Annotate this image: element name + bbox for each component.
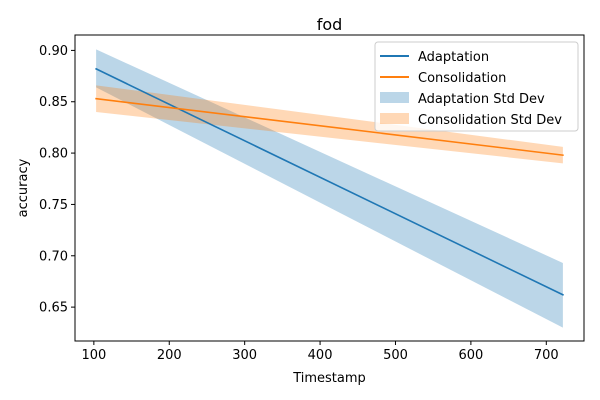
x-tick-label: 700: [534, 348, 559, 363]
band-adaptation-std-dev: [96, 49, 563, 328]
x-tick-label: 100: [81, 348, 106, 363]
legend-label-adaptation: Adaptation: [418, 50, 489, 65]
legend-frame: [374, 41, 579, 132]
chart-title: fod: [317, 15, 343, 34]
legend-label-consolidation-std-dev: Consolidation Std Dev: [418, 113, 562, 128]
lines-layer: [95, 67, 564, 296]
legend-label-adaptation-std-dev: Adaptation Std Dev: [418, 92, 545, 107]
y-axis-label: accuracy: [16, 158, 31, 217]
plot-area: [95, 49, 564, 328]
band-consolidation-std-dev: [96, 85, 563, 164]
y-tick-label: 0.90: [39, 44, 68, 59]
y-tick-label: 0.80: [39, 147, 68, 162]
x-tick-label: 400: [308, 348, 333, 363]
axes-frame: [74, 34, 585, 342]
y-tick-label: 0.85: [39, 95, 68, 110]
x-axis: 100 200 300 400 500 600 700: [81, 341, 559, 363]
series-line-adaptation: [95, 67, 564, 296]
legend-patch-adaptation-std-dev: [380, 92, 409, 103]
y-axis: 0.65 0.70 0.75 0.80 0.85 0.90: [39, 44, 75, 316]
x-tick-label: 500: [383, 348, 408, 363]
y-tick-label: 0.65: [39, 301, 68, 316]
bands-layer: [96, 49, 563, 328]
legend-patch-consolidation-std-dev: [380, 113, 409, 124]
legend-label-consolidation: Consolidation: [418, 71, 506, 86]
y-tick-label: 0.70: [39, 249, 68, 264]
series-line-consolidation: [95, 97, 564, 157]
x-axis-label: Timestamp: [292, 371, 366, 386]
x-tick-label: 200: [157, 348, 182, 363]
legend: Adaptation Consolidation Adaptation Std …: [374, 41, 579, 132]
x-tick-label: 600: [458, 348, 483, 363]
x-tick-label: 300: [232, 348, 257, 363]
y-tick-label: 0.75: [39, 198, 68, 213]
